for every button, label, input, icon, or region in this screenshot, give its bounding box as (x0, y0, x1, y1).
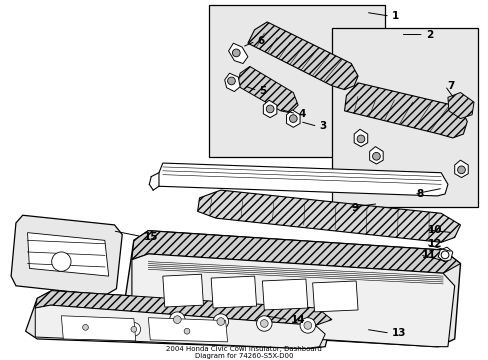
Text: 11: 11 (421, 250, 435, 260)
Polygon shape (286, 110, 300, 127)
Polygon shape (447, 93, 473, 118)
Circle shape (131, 327, 137, 332)
Circle shape (169, 312, 184, 327)
Polygon shape (344, 83, 467, 138)
Polygon shape (228, 43, 247, 63)
Polygon shape (61, 316, 136, 341)
Polygon shape (224, 73, 240, 91)
Polygon shape (437, 247, 452, 262)
Polygon shape (262, 279, 307, 310)
Text: 1: 1 (391, 11, 398, 21)
Circle shape (227, 77, 235, 85)
Polygon shape (263, 100, 276, 118)
Polygon shape (25, 291, 331, 348)
Circle shape (173, 316, 181, 324)
Circle shape (260, 320, 267, 327)
Polygon shape (35, 305, 325, 348)
Polygon shape (148, 318, 227, 342)
Text: 10: 10 (427, 225, 441, 235)
Polygon shape (27, 233, 108, 276)
Text: 13: 13 (391, 328, 406, 338)
Circle shape (300, 318, 315, 333)
Polygon shape (11, 215, 122, 296)
Polygon shape (122, 231, 460, 347)
Polygon shape (132, 254, 454, 347)
Text: 12: 12 (427, 239, 441, 249)
Circle shape (232, 49, 240, 57)
Text: 3: 3 (319, 121, 326, 131)
Polygon shape (312, 281, 357, 312)
Text: 4: 4 (298, 109, 305, 119)
Circle shape (265, 105, 273, 113)
Circle shape (52, 252, 71, 271)
Text: 9: 9 (350, 203, 358, 212)
Circle shape (256, 316, 271, 331)
Text: 2004 Honda Civic Cowl Insulator, Dashboard
Diagram for 74260-S5X-D00: 2004 Honda Civic Cowl Insulator, Dashboa… (166, 346, 321, 359)
Polygon shape (237, 66, 298, 113)
Polygon shape (35, 291, 331, 325)
Polygon shape (369, 147, 383, 164)
Circle shape (127, 323, 141, 336)
Circle shape (183, 328, 189, 334)
Polygon shape (247, 22, 357, 90)
Polygon shape (163, 274, 203, 307)
Circle shape (457, 166, 465, 174)
Polygon shape (211, 276, 256, 308)
Polygon shape (132, 231, 460, 273)
Circle shape (372, 152, 380, 160)
Text: 2: 2 (425, 30, 432, 40)
Text: 7: 7 (446, 81, 453, 91)
Polygon shape (197, 190, 460, 242)
Polygon shape (159, 163, 447, 196)
Text: 6: 6 (257, 36, 264, 46)
Polygon shape (353, 129, 367, 147)
Circle shape (289, 115, 297, 122)
Circle shape (180, 324, 193, 338)
Bar (209, 5, 385, 157)
Circle shape (356, 135, 364, 143)
Text: 8: 8 (415, 189, 423, 199)
Circle shape (79, 321, 92, 334)
Circle shape (213, 314, 228, 329)
Text: 15: 15 (143, 231, 158, 242)
Polygon shape (454, 160, 468, 177)
Circle shape (217, 318, 224, 325)
Bar (331, 28, 477, 207)
Circle shape (304, 321, 311, 329)
Circle shape (82, 324, 88, 330)
Text: 14: 14 (290, 315, 305, 325)
Circle shape (440, 251, 448, 259)
Text: 5: 5 (259, 86, 266, 95)
